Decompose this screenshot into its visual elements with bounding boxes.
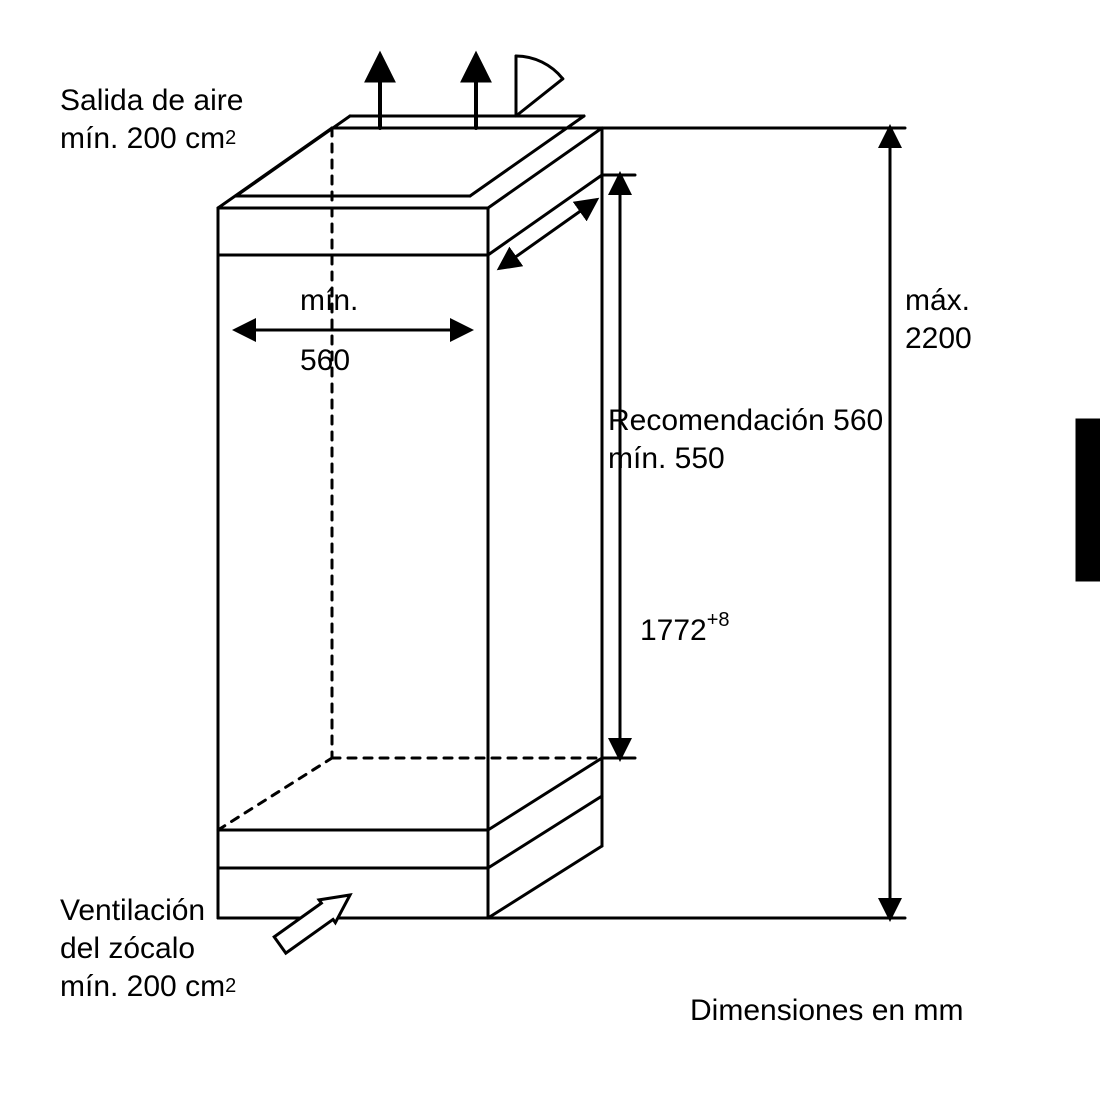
label-air-out-1: Salida de aire xyxy=(60,84,243,117)
label-niche-height: 1772+8 xyxy=(640,609,730,647)
dim-depth xyxy=(500,200,596,268)
cab-top-right-edge xyxy=(488,128,602,208)
label-total-1: máx. xyxy=(905,284,970,317)
label-units: Dimensiones en mm xyxy=(690,994,963,1027)
cab-shelf-right xyxy=(488,175,602,255)
label-plinth-3: mín. 200 cm2 xyxy=(60,970,236,1003)
cab-floor-left-hidden xyxy=(218,758,332,830)
label-plinth-2: del zócalo xyxy=(60,932,195,965)
door-swing-arc xyxy=(516,56,563,79)
label-width-1: mín. xyxy=(300,284,358,317)
label-total-2: 2200 xyxy=(905,322,972,355)
installation-diagram: Salida de aire mín. 200 cm2 mín. 560 Recomen… xyxy=(0,0,1100,1100)
label-depth-2: mín. 550 xyxy=(608,442,725,475)
label-air-out-2: mín. 200 cm2 xyxy=(60,122,236,155)
plinth-arrow-icon xyxy=(274,895,350,953)
cab-floor-right xyxy=(488,758,602,830)
label-depth-1: Recomendación 560 xyxy=(608,404,883,437)
right-edge-marker xyxy=(1077,420,1100,580)
label-width-2: 560 xyxy=(300,344,350,377)
label-plinth-1: Ventilación xyxy=(60,894,205,927)
door-swing-lines xyxy=(516,56,563,116)
